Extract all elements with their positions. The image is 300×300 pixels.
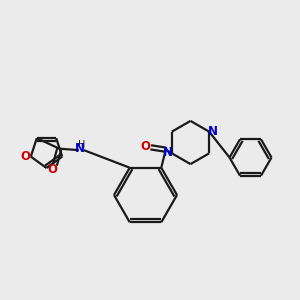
- Text: N: N: [163, 146, 173, 159]
- Text: N: N: [208, 124, 218, 138]
- Text: O: O: [20, 150, 30, 163]
- Text: O: O: [140, 140, 150, 153]
- Text: H: H: [77, 140, 85, 150]
- Text: O: O: [47, 163, 57, 176]
- Text: N: N: [75, 142, 85, 155]
